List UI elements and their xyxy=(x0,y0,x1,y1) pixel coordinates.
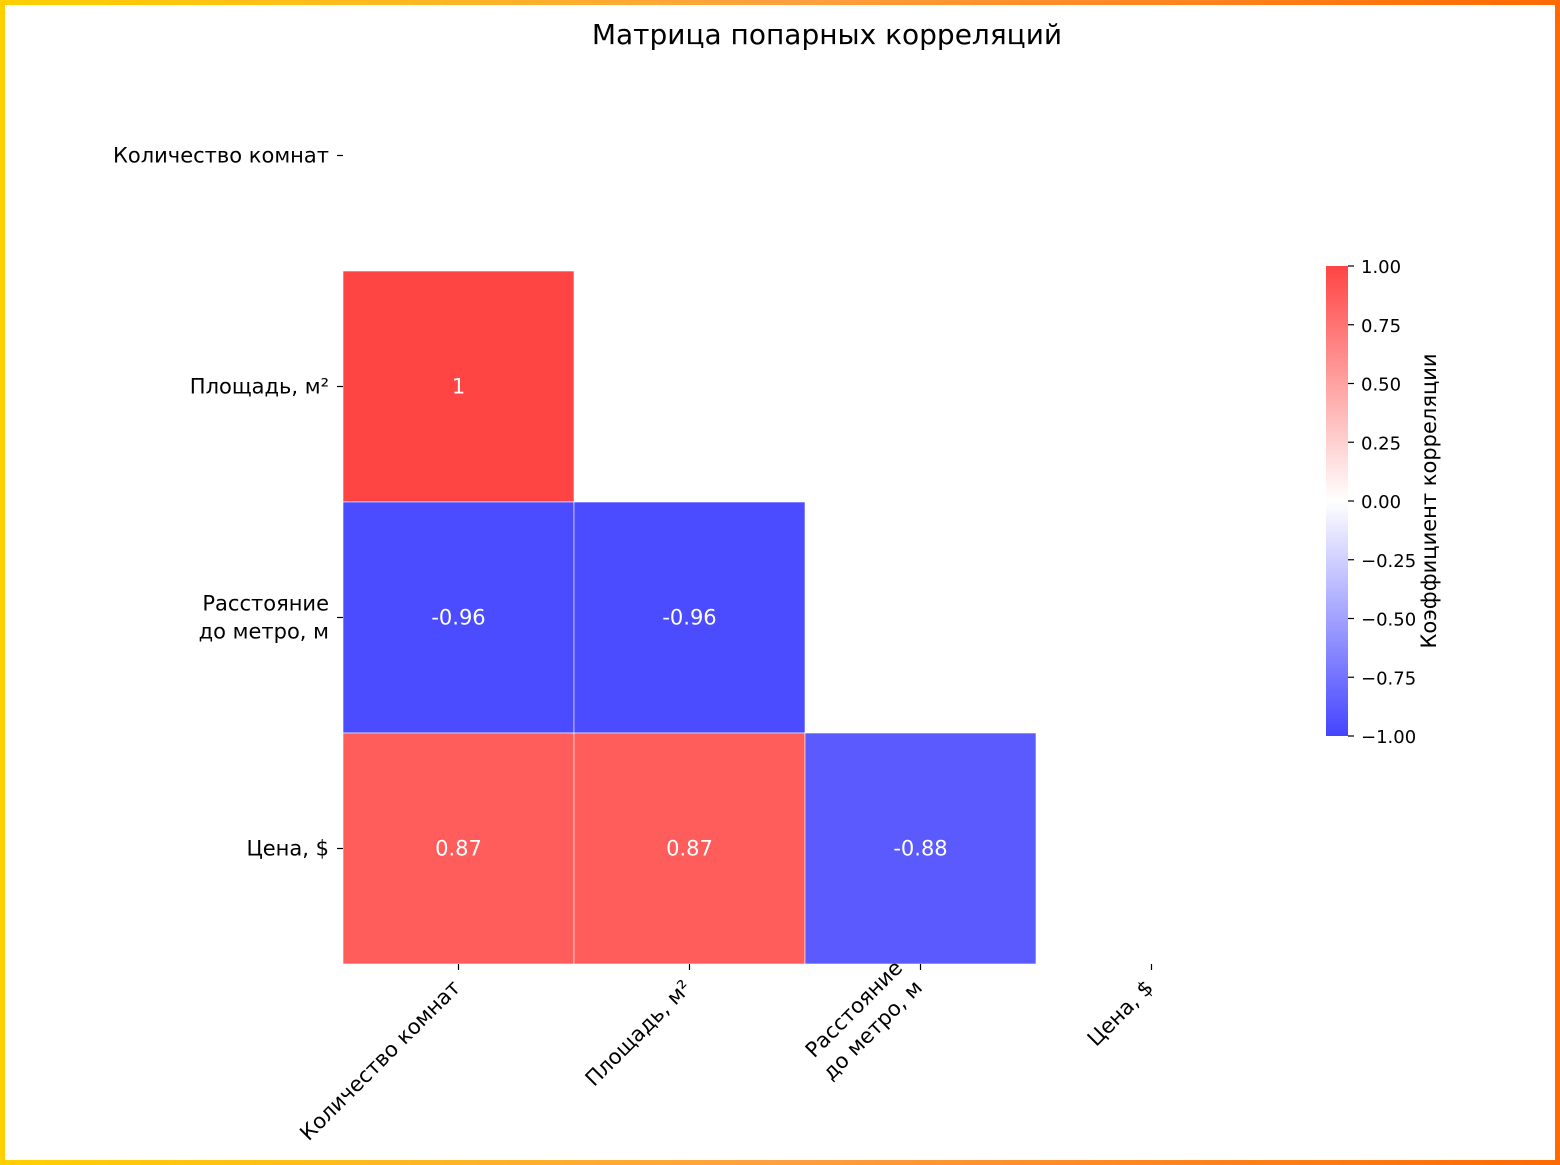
colorbar-tick-label: 0.25 xyxy=(1361,433,1401,454)
cell-value-label: -0.88 xyxy=(893,837,947,861)
heatmap-cell xyxy=(342,732,575,965)
colorbar-tick-label: −0.25 xyxy=(1361,551,1416,572)
y-tick-label: Расстояние xyxy=(202,592,329,616)
cell-value-label: 0.87 xyxy=(666,837,713,861)
y-tick-label: до метро, м xyxy=(199,620,329,644)
colorbar-tick-label: 0.50 xyxy=(1361,375,1401,396)
x-tick-label: Цена, $ xyxy=(1083,976,1158,1051)
colorbar-tick-label: −0.50 xyxy=(1361,610,1416,631)
cell-value-label: 0.87 xyxy=(435,837,482,861)
colorbar-tick-label: 1.00 xyxy=(1361,257,1401,278)
y-tick-label: Площадь, м² xyxy=(190,375,329,399)
x-tick-label: Количество комнат xyxy=(295,976,465,1146)
colorbar-tick-label: −1.00 xyxy=(1361,727,1416,748)
colorbar-tick-label: 0.00 xyxy=(1361,492,1401,513)
colorbar xyxy=(1326,266,1348,736)
cell-value-label: -0.96 xyxy=(431,606,485,630)
cell-value-label: -0.96 xyxy=(662,606,716,630)
colorbar-tick-label: 0.75 xyxy=(1361,316,1401,337)
y-tick-label: Цена, $ xyxy=(246,837,329,861)
x-tick-label: Площадь, м² xyxy=(581,976,696,1091)
colorbar-label: Коэффициент корреляции xyxy=(1417,353,1441,648)
heatmap-cell xyxy=(342,501,575,734)
heatmap-cell xyxy=(342,270,575,503)
heatmap-cell xyxy=(804,732,1037,965)
chart-title: Матрица попарных корреляций xyxy=(592,18,1062,51)
colorbar-tick-label: −0.75 xyxy=(1361,668,1416,689)
y-tick-label: Количество комнат xyxy=(113,144,329,168)
heatmap-cell xyxy=(573,732,806,965)
heatmap-cell xyxy=(573,501,806,734)
cell-value-label: 1 xyxy=(452,375,465,399)
chart-area: Матрица попарных корреляций 1 -0.96 -0.96 0… xyxy=(5,5,1555,1160)
